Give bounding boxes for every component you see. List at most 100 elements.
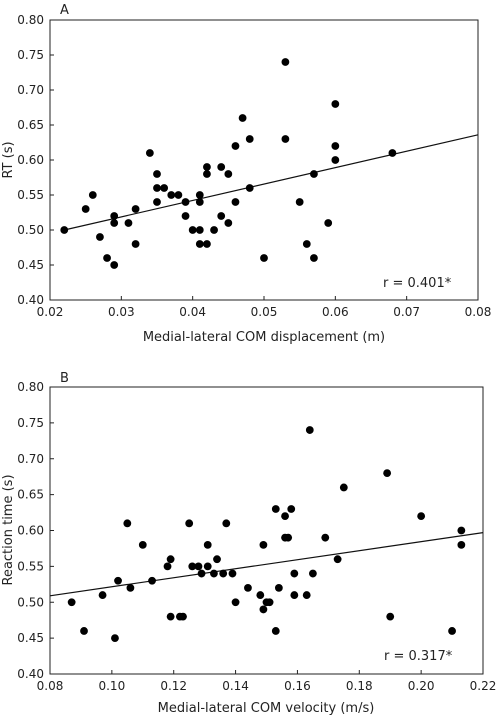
x-tick-label-a-0: 0.02: [37, 305, 64, 319]
data-point-b-48: [386, 612, 395, 621]
data-point-a-9: [131, 205, 140, 213]
x-tick-label-b-3: 0.14: [222, 679, 249, 693]
y-tick-label-b-5: 0.65: [17, 488, 44, 502]
data-point-b-6: [126, 584, 135, 592]
x-tick-label-b-2: 0.12: [160, 679, 187, 693]
data-point-a-32: [224, 219, 233, 227]
data-point-b-50: [448, 627, 456, 635]
data-point-b-39: [290, 569, 299, 578]
x-tick-label-b-7: 0.22: [470, 679, 496, 693]
data-point-a-16: [167, 191, 176, 199]
data-point-b-7: [138, 540, 147, 549]
data-point-a-20: [188, 226, 197, 234]
data-point-a-14: [153, 198, 161, 206]
data-point-b-8: [148, 576, 156, 585]
data-point-a-11: [145, 149, 154, 157]
points-b: [67, 426, 466, 643]
data-point-b-11: [166, 555, 175, 564]
data-point-a-1: [81, 205, 90, 213]
data-point-a-30: [217, 212, 226, 220]
data-point-a-33: [231, 142, 240, 150]
y-tick-label-b-3: 0.55: [17, 559, 44, 573]
data-point-b-22: [219, 569, 228, 578]
y-tick-label-b-2: 0.50: [17, 595, 44, 609]
x-tick-label-b-0: 0.08: [37, 679, 64, 693]
x-tick-label-b-4: 0.16: [284, 679, 311, 693]
data-point-a-27: [203, 240, 211, 248]
data-point-b-31: [265, 598, 274, 607]
x-tick-label-a-6: 0.08: [465, 305, 492, 319]
data-point-b-0: [67, 598, 76, 607]
data-point-a-38: [260, 254, 268, 262]
y-tick-label-a-6: 0.70: [17, 83, 44, 97]
y-tick-label-b-6: 0.70: [17, 452, 44, 466]
data-point-a-49: [388, 149, 397, 157]
data-point-a-36: [245, 135, 254, 143]
ticks-b: 0.08 0.10 0.12 0.14 0.16 0.18 0.20 0.22 0.40 0.45…: [17, 380, 496, 693]
data-point-b-34: [274, 584, 283, 592]
data-point-b-26: [244, 584, 252, 592]
data-point-b-41: [302, 591, 311, 599]
data-point-b-9: [163, 562, 172, 571]
data-point-b-42: [305, 426, 314, 434]
data-point-b-40: [290, 591, 299, 599]
data-point-a-2: [88, 191, 97, 199]
data-point-b-20: [210, 569, 218, 578]
fit-line-a: [64, 134, 479, 231]
data-point-a-39: [281, 58, 290, 66]
data-point-a-37: [245, 184, 254, 192]
data-point-a-17: [174, 191, 183, 199]
data-point-b-25: [231, 598, 240, 607]
data-point-a-21: [195, 191, 204, 199]
data-point-b-29: [259, 605, 268, 614]
data-point-b-27: [256, 591, 265, 599]
data-point-a-40: [281, 135, 290, 143]
data-point-b-3: [111, 634, 119, 643]
data-point-a-42: [302, 240, 311, 248]
data-point-b-18: [203, 540, 212, 549]
data-point-a-15: [160, 184, 169, 192]
panel-b: B 0.08 0.10 0.12 0.14 0.16 0.18 0.20 0.220.400.…: [1, 371, 496, 716]
data-point-b-16: [194, 562, 203, 571]
data-point-b-44: [321, 533, 330, 542]
data-point-b-21: [213, 555, 221, 564]
data-point-b-13: [179, 612, 187, 621]
y-tick-label-a-4: 0.60: [17, 153, 44, 167]
y-tick-label-a-7: 0.75: [17, 48, 44, 62]
data-point-a-19: [181, 212, 190, 220]
panel-b-label: B: [60, 371, 69, 386]
x-tick-label-a-4: 0.06: [322, 305, 349, 319]
y-axis-label-a: RT (s): [1, 141, 16, 178]
data-point-a-26: [203, 170, 211, 178]
data-point-b-4: [114, 576, 122, 585]
panel-a-label: A: [60, 3, 69, 18]
data-point-b-43: [308, 569, 317, 578]
x-tick-label-a-2: 0.04: [179, 305, 206, 319]
fit-line-b: [49, 532, 484, 597]
data-point-a-41: [295, 198, 304, 206]
x-tick-label-b-6: 0.20: [408, 679, 435, 693]
data-point-b-52: [457, 526, 466, 535]
data-point-a-45: [324, 219, 333, 227]
x-tick-label-b-5: 0.18: [346, 679, 373, 693]
correlation-label-a: r = 0.401*: [383, 276, 452, 291]
data-point-a-23: [195, 226, 204, 234]
data-point-a-43: [310, 170, 318, 178]
x-tick-label-b-1: 0.10: [98, 679, 125, 693]
y-tick-label-a-2: 0.50: [17, 223, 44, 237]
data-point-a-3: [96, 233, 104, 241]
data-point-a-8: [124, 219, 133, 227]
data-point-a-5: [110, 212, 119, 220]
data-point-b-46: [339, 483, 348, 492]
data-point-a-25: [203, 163, 211, 171]
data-point-b-19: [203, 562, 212, 571]
data-point-b-49: [417, 512, 426, 521]
panel-a: A 0.02 0.03 0.04 0.05 0.06 0.07 0.080.400.450.…: [1, 3, 491, 345]
data-point-a-31: [224, 170, 233, 178]
x-tick-label-a-3: 0.05: [251, 305, 278, 319]
data-point-a-4: [103, 254, 111, 262]
x-axis-label-b: Medial-lateral COM velocity (m/s): [158, 701, 375, 716]
data-point-a-46: [331, 100, 340, 108]
data-point-a-0: [60, 226, 69, 234]
